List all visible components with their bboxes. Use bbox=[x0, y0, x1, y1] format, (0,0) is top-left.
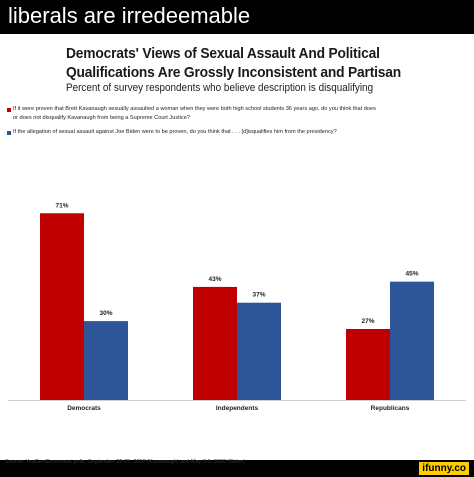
bar-democrats-series-2 bbox=[84, 321, 128, 400]
legend-label-kavanaugh-cont: or does not disqualify Kavanaugh from be… bbox=[13, 115, 190, 121]
legend-swatch-red bbox=[7, 107, 11, 112]
chart-source: Source: YouGov/Economist polls, Septembe… bbox=[5, 459, 246, 465]
legend-label-biden: If the allegation of sexual assault agai… bbox=[13, 129, 337, 135]
bar-republicans-series-1 bbox=[346, 328, 390, 400]
ifunny-watermark: ifunny.co bbox=[419, 462, 469, 475]
bar-republicans-series-2 bbox=[390, 281, 434, 400]
chart-title-line1: Democrats' Views of Sexual Assault And P… bbox=[66, 45, 380, 62]
category-label-republicans: Republicans bbox=[371, 405, 410, 412]
category-label-democrats: Democrats bbox=[67, 405, 101, 412]
chart-title-line2: Qualifications Are Grossly Inconsistent … bbox=[66, 64, 402, 81]
bar-independents-series-1 bbox=[193, 286, 237, 400]
legend-label-kavanaugh: If it were proven that Brett Kavanaugh s… bbox=[13, 106, 376, 112]
bar-independents-series-2 bbox=[237, 302, 281, 400]
bar-chart: 71% 30% Democrats 43% 37% Independents 27% 45% R… bbox=[8, 202, 466, 412]
data-label-democrats-series-2: 30% bbox=[99, 310, 112, 317]
bar-democrats-series-1 bbox=[40, 213, 84, 400]
chart-subtitle: Percent of survey respondents who believ… bbox=[66, 82, 374, 94]
legend-swatch-blue bbox=[7, 130, 11, 135]
legend-item-kavanaugh: If it were proven that Brett Kavanaugh s… bbox=[7, 106, 474, 115]
data-label-republicans-series-1: 27% bbox=[361, 318, 374, 325]
data-label-independents-series-2: 37% bbox=[252, 292, 265, 299]
meme-caption: liberals are irredeemable bbox=[8, 3, 251, 28]
data-label-democrats-series-1: 71% bbox=[55, 202, 68, 209]
legend-item-biden: If the allegation of sexual assault agai… bbox=[7, 129, 474, 138]
category-label-independents: Independents bbox=[216, 405, 259, 412]
data-label-republicans-series-2: 45% bbox=[405, 271, 418, 278]
chart-panel: Democrats' Views of Sexual Assault And P… bbox=[0, 34, 474, 465]
data-label-independents-series-1: 43% bbox=[208, 276, 221, 283]
